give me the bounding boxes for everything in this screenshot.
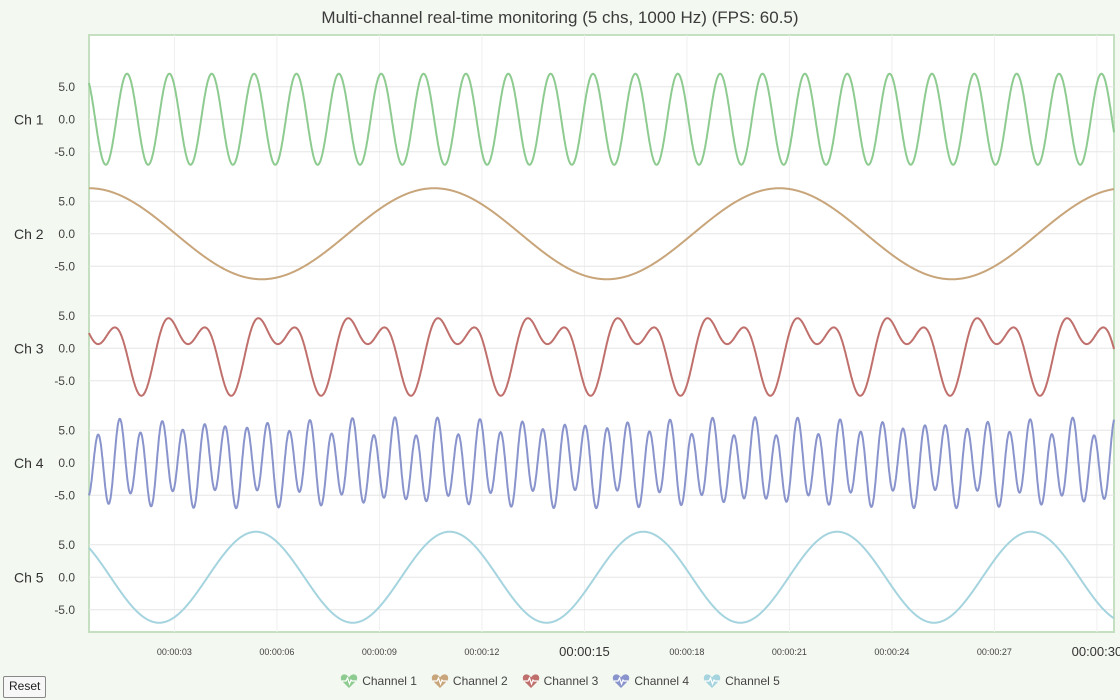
legend-item-channel-4[interactable]: Channel 4: [612, 673, 689, 689]
heart-pulse-icon: [431, 674, 449, 688]
channel-axis-label: Ch 4: [14, 455, 44, 471]
x-tick-label: 00:00:03: [157, 647, 192, 657]
y-tick-label: 0.0: [58, 570, 75, 584]
y-tick-label: 0.0: [58, 341, 75, 355]
series-line-channel-1[interactable]: [88, 72, 1115, 166]
legend-label: Channel 1: [362, 674, 417, 688]
series-line-channel-5[interactable]: [88, 530, 1115, 624]
x-tick-label: 00:00:06: [259, 647, 294, 657]
chart-area[interactable]: 5.0 0.0 -5.0 Ch 1 5.0 0.0 -5.0 Ch 2 5.0 0.0 -5.0 Ch…: [0, 0, 1120, 670]
heart-pulse-icon: [341, 674, 358, 688]
x-tick-label: 00:00:27: [977, 647, 1012, 657]
heart-pulse-icon: [613, 674, 630, 688]
y-tick-label: 0.0: [58, 112, 75, 126]
legend-item-channel-3[interactable]: Channel 3: [522, 673, 599, 689]
chart-title: Multi-channel real-time monitoring (5 ch…: [321, 8, 799, 27]
heart-pulse-icon: [522, 674, 539, 688]
y-tick-label: 5.0: [58, 194, 75, 208]
x-tick-label: 00:00:24: [874, 647, 909, 657]
y-tick-label: -5.0: [54, 603, 75, 617]
lane-channel-5: 5.0 0.0 -5.0 Ch 5: [14, 530, 1115, 624]
legend-label: Channel 2: [452, 674, 508, 688]
series-line-channel-2[interactable]: [89, 187, 1115, 281]
y-tick-label: 0.0: [58, 456, 75, 470]
lane-channel-4: 5.0 0.0 -5.0 Ch 4: [14, 416, 1115, 510]
series-line-channel-3[interactable]: [88, 317, 1115, 397]
x-tick-label: 00:00:18: [669, 647, 704, 657]
legend-label: Channel 5: [725, 674, 780, 688]
x-tick-label: 00:00:12: [464, 647, 499, 657]
channel-axis-label: Ch 2: [14, 226, 44, 242]
y-tick-label: 5.0: [58, 423, 75, 437]
channel-axis-label: Ch 3: [14, 340, 44, 356]
legend-label: Channel 4: [634, 674, 690, 688]
y-tick-label: -5.0: [54, 374, 75, 388]
legend-label: Channel 3: [543, 674, 599, 688]
legend-item-channel-5[interactable]: Channel 5: [703, 673, 780, 689]
y-tick-label: -5.0: [54, 145, 75, 159]
channel-axis-label: Ch 5: [14, 569, 44, 585]
x-tick-label: 00:00:15: [559, 644, 610, 659]
channel-axis-label: Ch 1: [14, 111, 44, 127]
y-tick-label: 5.0: [58, 80, 75, 94]
reset-button[interactable]: Reset: [3, 676, 47, 698]
series-line-channel-4[interactable]: [88, 416, 1115, 510]
lane-channel-2: 5.0 0.0 -5.0 Ch 2: [14, 187, 1115, 281]
lane-channel-3: 5.0 0.0 -5.0 Ch 3: [14, 309, 1115, 397]
heart-pulse-icon: [703, 674, 721, 688]
lane-channel-1: 5.0 0.0 -5.0 Ch 1: [14, 72, 1115, 166]
y-tick-label: 5.0: [58, 309, 75, 323]
x-tick-label: 00:00:30: [1072, 644, 1120, 659]
y-tick-label: 5.0: [58, 538, 75, 552]
y-tick-label: -5.0: [54, 488, 75, 502]
legend-item-channel-2[interactable]: Channel 2: [431, 673, 508, 689]
y-tick-label: -5.0: [54, 259, 75, 273]
x-tick-label: 00:00:21: [772, 647, 807, 657]
legend-item-channel-1[interactable]: Channel 1: [340, 673, 417, 689]
x-tick-label: 00:00:09: [362, 647, 397, 657]
y-tick-label: 0.0: [58, 227, 75, 241]
legend: Channel 1 Channel 2 Channel 3 Channel 4 Chan…: [0, 673, 1120, 689]
